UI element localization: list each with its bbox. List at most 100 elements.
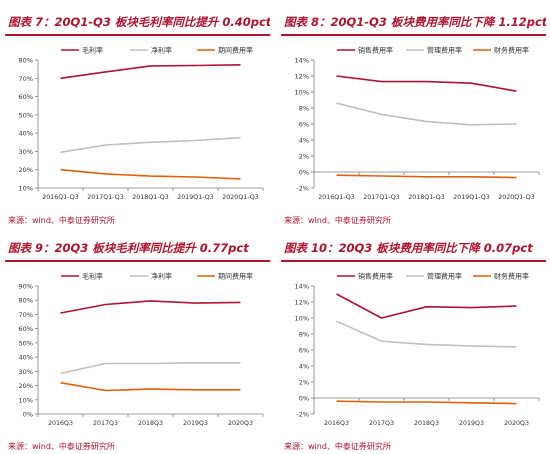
title-rule xyxy=(281,34,546,36)
x-tick-label: 2020Q3 xyxy=(228,420,253,427)
legend-label: 期间费用率 xyxy=(218,46,253,55)
y-tick-label: 2% xyxy=(299,379,309,387)
source-note: 来源：wind、中泰证券研究所 xyxy=(8,442,115,451)
series-line xyxy=(60,362,241,375)
chart-title: 图表 7：20Q1-Q3 板块毛利率同比提升 0.40pct xyxy=(8,15,270,29)
chart-panel-2: 图表 8：20Q1-Q3 板块费用率同比下降 1.12pct -2% 0% 2% 4%… xyxy=(281,8,546,228)
series-line xyxy=(336,293,517,319)
x-tick-label: 2018Q1-Q3 xyxy=(132,194,168,201)
y-tick-label: 20% xyxy=(19,382,33,390)
x-tick-label: 2016Q3 xyxy=(324,420,349,427)
x-tick-label: 2019Q1-Q3 xyxy=(177,194,213,201)
y-tick-label: 14% xyxy=(295,57,309,65)
series-line xyxy=(60,136,241,154)
y-tick-label: 30% xyxy=(19,368,33,376)
legend-label: 毛利率 xyxy=(82,46,103,55)
y-tick-label: 30% xyxy=(19,148,33,156)
y-tick-label: 70% xyxy=(19,311,33,319)
chart-title: 图表 10：20Q3 板块费用率同比下降 0.07pct xyxy=(284,241,533,255)
source-note: 来源：wind、中泰证券研究所 xyxy=(284,216,391,225)
line-chart: 0% 10% 20% 30% 40% 50% 60% 70% 80% 90% 2016Q3 2017Q… xyxy=(19,272,264,427)
x-tick-label: 2018Q3 xyxy=(414,420,439,427)
y-tick-label: 10% xyxy=(19,185,33,193)
y-tick-label: 10% xyxy=(295,315,309,323)
y-tick-label: 8% xyxy=(299,105,309,113)
y-tick-label: 40% xyxy=(19,354,33,362)
y-tick-label: 12% xyxy=(295,73,309,81)
x-tick-label: 2017Q1-Q3 xyxy=(87,194,123,201)
y-tick-label: 10% xyxy=(295,89,309,97)
title-rule xyxy=(5,260,270,262)
chart-title: 图表 8：20Q1-Q3 板块费用率同比下降 1.12pct xyxy=(284,15,546,29)
legend-label: 销售费用率 xyxy=(358,46,393,55)
y-tick-label: 80% xyxy=(19,57,33,65)
x-tick-label: 2017Q3 xyxy=(369,420,394,427)
series-line xyxy=(60,168,241,180)
y-tick-label: 60% xyxy=(19,93,33,101)
x-tick-label: 2016Q3 xyxy=(48,420,73,427)
y-tick-label: 0% xyxy=(23,411,33,419)
series-line xyxy=(336,400,517,405)
legend-label: 财务费用率 xyxy=(494,272,529,281)
x-tick-label: 2017Q1-Q3 xyxy=(363,194,399,201)
source-note: 来源：wind、中泰证券研究所 xyxy=(8,216,115,225)
y-tick-label: 4% xyxy=(299,363,309,371)
legend-label: 期间费用率 xyxy=(218,272,253,281)
line-chart: -2% 0% 2% 4% 6% 8% 10% 12% 14% 2016Q1-Q3 2017Q1-Q3… xyxy=(295,46,540,201)
y-tick-label: 80% xyxy=(19,297,33,305)
x-tick-label: 2016Q1-Q3 xyxy=(318,194,354,201)
y-tick-label: -2% xyxy=(296,411,309,419)
series-line xyxy=(336,174,517,179)
y-tick-label: 4% xyxy=(299,137,309,145)
y-tick-label: 0% xyxy=(299,395,309,403)
y-tick-label: 50% xyxy=(19,339,33,347)
legend-label: 净利率 xyxy=(151,46,172,55)
legend-label: 管理费用率 xyxy=(427,272,462,281)
x-tick-label: 2019Q3 xyxy=(183,420,208,427)
series-line xyxy=(336,320,517,348)
line-chart: -2% 0% 2% 4% 6% 8% 10% 12% 14% 2016Q3 2017Q3 2018Q3… xyxy=(295,272,540,427)
x-tick-label: 2016Q1-Q3 xyxy=(42,194,78,201)
y-tick-label: 90% xyxy=(19,283,33,291)
legend-label: 净利率 xyxy=(151,272,172,281)
x-tick-label: 2020Q3 xyxy=(504,420,529,427)
series-line xyxy=(336,102,517,126)
title-rule xyxy=(281,260,546,262)
x-tick-label: 2019Q1-Q3 xyxy=(453,194,489,201)
legend-label: 财务费用率 xyxy=(494,46,529,55)
y-tick-label: 6% xyxy=(299,121,309,129)
chart-title: 图表 9：20Q3 板块毛利率同比提升 0.77pct xyxy=(8,241,249,255)
chart-panel-4: 图表 10：20Q3 板块费用率同比下降 0.07pct -2% 0% 2% 4% 6%… xyxy=(281,234,546,454)
y-tick-label: 40% xyxy=(19,130,33,138)
title-rule xyxy=(5,34,270,36)
y-tick-label: 6% xyxy=(299,347,309,355)
legend-label: 管理费用率 xyxy=(427,46,462,55)
legend-label: 销售费用率 xyxy=(358,272,393,281)
series-line xyxy=(60,64,241,80)
y-tick-label: -2% xyxy=(296,185,309,193)
y-tick-label: 60% xyxy=(19,325,33,333)
series-line xyxy=(60,381,241,392)
y-tick-label: 2% xyxy=(299,153,309,161)
y-tick-label: 14% xyxy=(295,283,309,291)
x-tick-label: 2020Q1-Q3 xyxy=(498,194,534,201)
series-line xyxy=(336,75,517,92)
y-tick-label: 12% xyxy=(295,299,309,307)
y-tick-label: 20% xyxy=(19,166,33,174)
chart-panel-3: 图表 9：20Q3 板块毛利率同比提升 0.77pct 0% 10% 20% 30% 4… xyxy=(5,234,270,454)
x-tick-label: 2018Q3 xyxy=(138,420,163,427)
legend-label: 毛利率 xyxy=(82,272,103,281)
x-tick-label: 2020Q1-Q3 xyxy=(222,194,258,201)
chart-panel-1: 图表 7：20Q1-Q3 板块毛利率同比提升 0.40pct 10% 20% 30%… xyxy=(5,8,270,228)
y-tick-label: 0% xyxy=(299,169,309,177)
x-tick-label: 2019Q3 xyxy=(459,420,484,427)
x-tick-label: 2017Q3 xyxy=(93,420,118,427)
line-chart: 10% 20% 30% 40% 50% 60% 70% 80% 2016Q1-Q3 2017Q1-… xyxy=(19,46,264,201)
series-line xyxy=(60,300,241,314)
y-tick-label: 8% xyxy=(299,331,309,339)
y-tick-label: 70% xyxy=(19,75,33,83)
x-tick-label: 2018Q1-Q3 xyxy=(408,194,444,201)
source-note: 来源：wind、中泰证券研究所 xyxy=(284,442,391,451)
y-tick-label: 50% xyxy=(19,111,33,119)
y-tick-label: 10% xyxy=(19,396,33,404)
